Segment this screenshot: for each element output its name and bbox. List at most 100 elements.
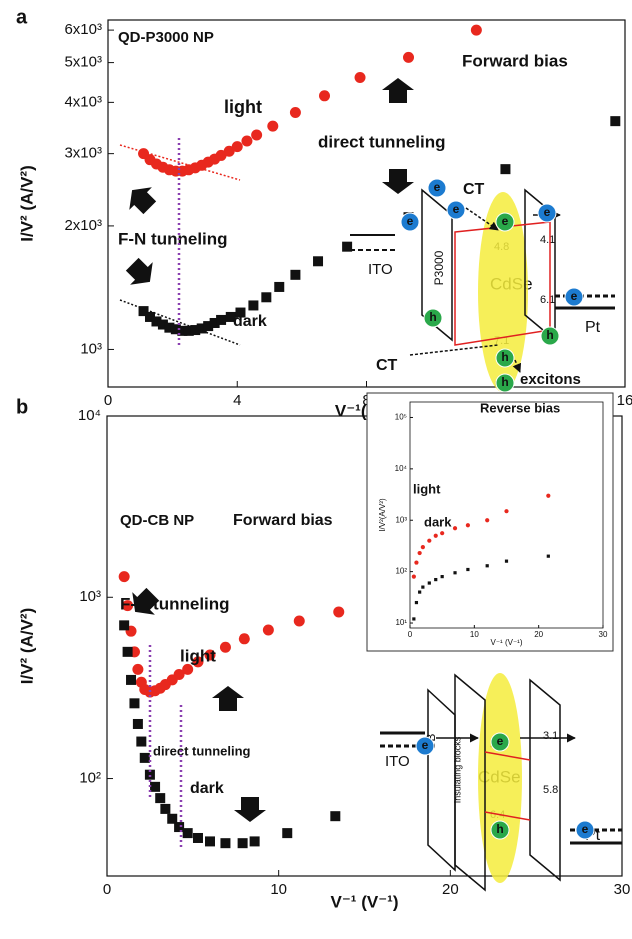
data-point	[231, 141, 243, 153]
plot-frame	[106, 415, 623, 877]
data-point	[150, 781, 161, 792]
data-point	[412, 617, 416, 621]
series-label: light	[413, 481, 441, 496]
data-point	[144, 769, 155, 780]
y-tick-label: 6x10³	[64, 21, 102, 38]
data-point	[122, 646, 133, 657]
data-point	[216, 314, 227, 325]
data-point	[485, 564, 489, 568]
data-point	[192, 656, 204, 668]
data-point	[248, 300, 259, 311]
y-tick-label: 2x10³	[64, 217, 102, 234]
data-point	[182, 663, 194, 675]
data-point	[136, 736, 147, 747]
annotation: Reverse bias	[480, 400, 560, 415]
diagram-shape	[495, 348, 515, 368]
y-tick-label: 10³	[79, 588, 101, 605]
y-tick-label: 10⁴	[395, 464, 408, 473]
y-axis-label: I/V² (A/V²)	[17, 165, 36, 242]
annotation: 6.1	[540, 294, 555, 306]
carrier-label: h	[501, 350, 508, 364]
data-point	[164, 322, 175, 333]
diagram-shape	[423, 308, 443, 328]
data-point	[433, 533, 438, 538]
x-tick-label: 0	[103, 881, 111, 898]
data-point	[274, 281, 285, 292]
data-point	[546, 493, 551, 498]
carrier-label: h	[501, 375, 508, 389]
data-point	[238, 633, 250, 645]
data-point	[170, 324, 181, 335]
data-point	[122, 600, 134, 612]
data-point	[249, 836, 260, 847]
carrier-label: e	[434, 180, 441, 194]
annotation: Forward bias	[462, 51, 568, 70]
data-point	[282, 828, 293, 839]
data-point	[420, 545, 425, 550]
annotation: QD-CB NP	[120, 512, 194, 529]
diagram-shape	[478, 673, 522, 883]
annotation: Pt	[585, 319, 601, 336]
data-point	[421, 585, 425, 589]
x-tick-label: 16	[617, 392, 632, 409]
diagram-shape	[427, 688, 456, 872]
diagram-shape	[125, 257, 153, 285]
data-point	[610, 116, 621, 127]
carrier-label: e	[453, 202, 460, 216]
data-point	[313, 256, 324, 267]
data-point	[504, 559, 509, 563]
annotation: excitons	[520, 371, 581, 388]
data-point	[203, 321, 214, 332]
data-point	[290, 269, 301, 280]
x-tick-label: 0	[104, 392, 112, 409]
x-tick-label: 20	[534, 630, 543, 639]
annotation: ITO	[368, 261, 393, 278]
annotation: 4.1	[540, 234, 555, 246]
data-point	[500, 164, 511, 175]
data-point	[293, 615, 305, 627]
data-point	[205, 836, 215, 847]
carrier-label: e	[497, 734, 504, 748]
data-point	[151, 316, 162, 327]
data-point	[225, 311, 236, 322]
diagram-shape	[427, 178, 447, 198]
carrier-label: h	[496, 822, 503, 836]
data-point	[354, 71, 366, 83]
data-point	[155, 793, 166, 804]
data-point	[411, 574, 416, 579]
data-point	[546, 554, 550, 558]
data-point	[119, 620, 130, 631]
data-point	[440, 575, 444, 579]
y-tick-label: 4x10³	[64, 93, 102, 110]
x-tick-label: 30	[599, 630, 608, 639]
y-tick-label: 10³	[395, 515, 407, 524]
diagram-shape	[400, 212, 420, 232]
data-point	[427, 581, 431, 585]
data-point	[182, 828, 193, 839]
annotation: P3000	[432, 250, 446, 285]
diagram-shape	[495, 373, 515, 393]
data-point	[289, 106, 301, 118]
data-point	[261, 292, 272, 303]
panel-label: b	[16, 396, 28, 418]
carrier-label: h	[546, 328, 553, 342]
carrier-label: h	[429, 310, 436, 324]
data-point	[485, 518, 490, 523]
data-point	[126, 674, 137, 685]
diagram-shape	[132, 587, 160, 615]
data-point	[267, 120, 279, 132]
data-point	[209, 317, 220, 328]
data-point	[453, 571, 457, 575]
diagram-shape	[446, 200, 466, 220]
x-tick-label: 20	[442, 881, 459, 898]
diagram-shape	[212, 686, 244, 711]
annotation: direct tunneling	[318, 132, 446, 151]
diagram-shape	[454, 673, 486, 892]
diagram-shape	[490, 820, 510, 840]
diagram-shape	[484, 811, 531, 821]
data-point	[219, 641, 231, 653]
data-point	[262, 624, 274, 636]
data-point	[414, 600, 419, 605]
